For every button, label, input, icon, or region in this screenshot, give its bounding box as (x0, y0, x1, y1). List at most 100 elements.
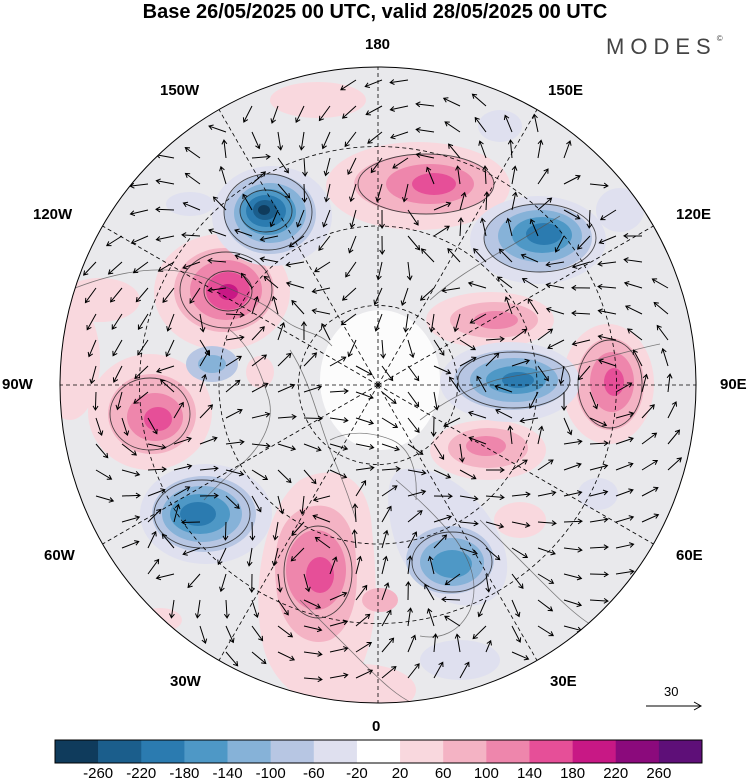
wind-arrow (666, 373, 673, 393)
wind-arrow (563, 599, 583, 608)
wind-arrow (441, 596, 461, 603)
wind-arrow (340, 313, 357, 326)
wind-arrow (219, 165, 227, 185)
wind-arrow (563, 174, 581, 185)
wind-arrow (537, 490, 557, 497)
lon-label-120e: 120E (676, 206, 712, 223)
wind-arrow (296, 209, 305, 228)
wind-arrow (365, 105, 383, 116)
wind-arrow (537, 520, 557, 527)
wind-arrow (225, 439, 245, 446)
wind-arrow (380, 339, 387, 359)
negative-anomaly-aleutians (212, 166, 332, 266)
wind-arrow (537, 547, 556, 556)
wind-arrow (251, 382, 269, 393)
wind-arrow (615, 436, 634, 445)
colorbar-tick-label: -180 (169, 765, 200, 782)
wind-arrow (381, 665, 397, 679)
wind-arrow (589, 440, 609, 447)
wind-arrow (355, 641, 373, 653)
wind-arrow (615, 542, 635, 549)
wind-vectors (83, 79, 682, 683)
wind-arrow (537, 425, 544, 445)
wind-arrow (597, 334, 617, 341)
lon-label-30w: 30W (170, 673, 201, 690)
wind-arrow (199, 436, 218, 445)
colorbar-swatch (141, 740, 185, 763)
wind-arrow (381, 466, 401, 472)
wind-arrow (467, 281, 487, 289)
wind-arrow (291, 521, 305, 537)
wind-arrow (407, 339, 415, 359)
wind-arrow (379, 209, 385, 229)
wind-arrow (355, 365, 373, 376)
wind-arrow (449, 376, 461, 393)
meridian-line-60 (377, 225, 654, 386)
wind-arrow (589, 417, 608, 427)
wind-arrow (537, 139, 544, 159)
wind-arrow (303, 415, 323, 422)
wind-arrow (589, 391, 599, 410)
wind-arrow (407, 235, 421, 251)
wind-arrow (589, 516, 609, 523)
wind-arrow (381, 417, 399, 428)
wind-arrow (615, 462, 634, 471)
wind-arrow (667, 429, 681, 445)
wind-arrow (355, 669, 374, 679)
wind-arrow (318, 105, 331, 122)
wind-arrow (477, 599, 487, 618)
wind-arrow (389, 79, 409, 85)
wind-arrow (115, 391, 123, 411)
wind-arrow (132, 261, 149, 274)
lon-label-90w: 90W (2, 376, 33, 393)
contour-aleutians-inner (239, 189, 293, 233)
wind-arrow (355, 417, 375, 426)
wind-arrow (589, 489, 609, 497)
wind-arrow (537, 459, 554, 471)
wind-arrow (407, 365, 420, 382)
wind-arrow (545, 261, 565, 268)
wind-arrow (147, 466, 167, 473)
wind-arrow (623, 257, 643, 263)
wind-arrow (187, 573, 201, 589)
wind-arrow (341, 105, 357, 119)
wind-arrow (511, 328, 528, 341)
wind-arrow (199, 465, 219, 472)
wind-arrow (415, 127, 435, 133)
wind-arrow (242, 193, 253, 211)
wind-arrow (135, 287, 149, 303)
wind-arrow (443, 417, 461, 428)
lon-label-150e: 150E (548, 82, 584, 99)
colorbar-swatch (98, 740, 142, 763)
wind-arrow (83, 261, 97, 276)
wind-arrow (379, 235, 386, 255)
wind-arrow (407, 531, 418, 549)
negative-anomaly-scandinavia (388, 468, 508, 606)
wind-arrow (137, 313, 149, 331)
modes-logo: MODES© (606, 34, 723, 60)
wind-arrow (251, 326, 265, 341)
wind-arrow (407, 489, 427, 497)
wind-arrow (329, 591, 348, 601)
wind-arrow (454, 633, 461, 653)
wind-arrow (537, 365, 549, 382)
wind-arrow (323, 157, 331, 177)
wind-arrow (155, 206, 175, 213)
wind-arrow (527, 298, 539, 315)
wind-arrow (615, 488, 634, 497)
wind-arrow (199, 373, 207, 393)
wind-arrow (376, 261, 383, 281)
colorbar-tick-label: -140 (212, 765, 243, 782)
wind-arrow (623, 281, 643, 289)
wind-arrow (433, 443, 445, 461)
coast-canadian-archipelago (289, 349, 357, 521)
contour-alaska-inner (203, 270, 253, 312)
wind-arrow (598, 235, 617, 245)
colorbar-swatch (227, 740, 271, 763)
wind-arrow (589, 463, 609, 471)
wind-arrow (277, 383, 296, 393)
wind-arrow (641, 404, 655, 419)
wind-arrow (234, 254, 253, 263)
colorbar-swatch (55, 740, 99, 763)
positive-anomaly-west-siberia (430, 420, 546, 538)
